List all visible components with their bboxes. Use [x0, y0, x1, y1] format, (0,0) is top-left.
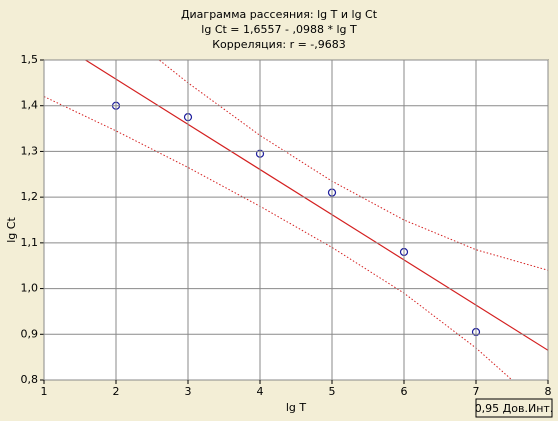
y-tick-label: 1,3	[21, 144, 39, 157]
y-tick-label: 1,5	[21, 53, 39, 66]
y-tick-label: 1,1	[21, 236, 39, 249]
legend-label: 0,95 Дов.Инт.	[475, 402, 554, 415]
confidence-band	[158, 60, 548, 271]
chart-subtitle: lg Ct = 1,6557 - ,0988 * lg T	[201, 23, 357, 36]
y-tick-label: 1,0	[21, 282, 39, 295]
x-tick-label: 8	[545, 385, 552, 398]
confidence-band	[44, 96, 513, 380]
x-tick-label: 5	[329, 385, 336, 398]
y-tick-label: 1,2	[21, 190, 39, 203]
y-tick-label: 1,4	[21, 99, 39, 112]
annotation: Корреляция: r = -,9683	[212, 38, 346, 51]
x-tick-label: 4	[257, 385, 264, 398]
regression-line	[84, 60, 548, 351]
plot-area	[43, 59, 549, 381]
legend: 0,95 Дов.Инт.	[475, 398, 554, 418]
y-tick-label: 0,9	[21, 327, 39, 340]
legend-box	[475, 398, 553, 418]
x-tick-label: 1	[41, 385, 48, 398]
x-tick-label: 3	[185, 385, 192, 398]
chart-title: Диаграмма рассеяния: lg T и lg Ct	[181, 8, 378, 21]
x-tick-label: 2	[113, 385, 120, 398]
y-axis-label: lg Ct	[5, 217, 18, 243]
x-tick-label: 6	[401, 385, 408, 398]
x-tick-label: 7	[473, 385, 480, 398]
y-tick-label: 0,8	[21, 373, 39, 386]
x-axis-label: lg T	[286, 401, 307, 414]
